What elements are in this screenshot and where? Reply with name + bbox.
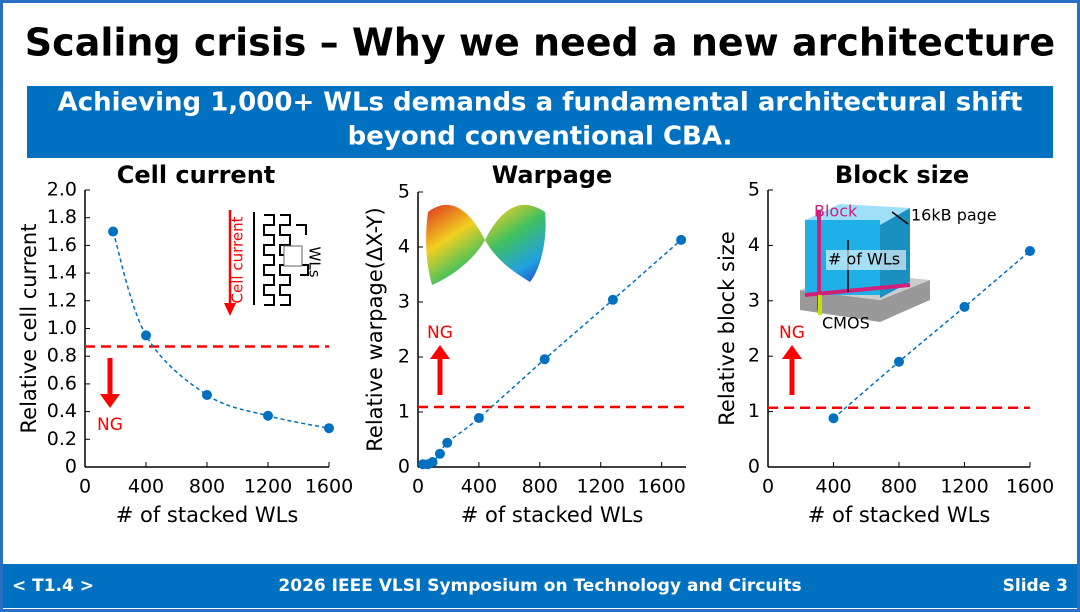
y-tick-label: 5 [398,181,410,203]
x-tick-label: 800 [881,476,917,498]
data-point [434,448,445,459]
inset-label: Cell current [229,216,247,303]
data-point [442,437,453,448]
y-tick-label: 0.4 [47,400,77,422]
ng-label: NG [779,323,805,343]
x-tick-label: 0 [412,476,424,498]
x-tick-label: 800 [522,476,558,498]
data-point [894,356,904,367]
y-tick-label: 0 [398,456,410,478]
ng-label: NG [97,415,123,435]
y-axis-label: Relative cell current [17,224,41,434]
x-tick-label: 1600 [1006,476,1054,498]
data-point [1025,245,1035,256]
circuit-inset [253,212,309,306]
data-point [676,234,687,245]
y-tick-label: 2 [748,345,760,367]
y-tick-label: 3 [398,291,410,313]
data-point [473,413,484,424]
x-axis-label: # of stacked WLs [461,503,644,527]
data-point [141,330,151,341]
footer-right: Slide 3 [1003,576,1068,596]
x-tick-label: 0 [79,476,91,498]
y-tick-label: 2 [398,346,410,368]
block-inset [800,204,930,322]
x-axis-label: # of stacked WLs [116,503,299,527]
y-tick-label: 1 [748,400,760,422]
y-tick-label: 0.8 [47,345,77,367]
x-tick-label: 400 [128,476,164,498]
inset-label: # of WLs [828,250,900,269]
label-bg [826,250,906,270]
inset-label: CMOS [822,314,870,333]
fit-line [422,239,682,466]
y-tick-label: 1.4 [47,262,77,284]
footer-center: 2026 IEEE VLSI Symposium on Technology a… [278,576,801,596]
y-tick-label: 2.0 [47,179,77,201]
y-tick-label: 4 [748,234,760,256]
data-point [539,354,550,365]
y-tick-label: 1 [398,401,410,423]
data-point [108,226,119,237]
data-point [959,301,970,312]
y-tick-label: 5 [748,179,760,201]
footer-bar [3,564,1077,608]
x-tick-label: 1200 [940,476,988,498]
x-tick-label: 400 [815,476,851,498]
banner [27,86,1053,158]
x-tick-label: 400 [461,476,497,498]
x-tick-label: 1600 [305,476,353,498]
data-point [607,294,618,305]
chart-title: Block size [835,161,969,189]
y-tick-label: 3 [748,289,760,311]
ng-arrow-head [100,394,120,408]
x-tick-label: 1600 [637,476,685,498]
y-tick-label: 0 [65,456,77,478]
slide-title: Scaling crisis – Why we need a new archi… [25,21,1055,65]
y-axis-label: Relative block size [715,231,739,425]
data-point [828,413,839,424]
data-point [427,457,438,468]
y-tick-label: 1.2 [47,289,77,311]
y-axis-label: Relative warpage(ΔX-Y) [363,207,387,452]
data-point [202,389,212,400]
ng-label: NG [427,323,453,343]
inset-label: 16kB page [911,206,997,225]
banner-text: beyond conventional CBA. [348,122,733,152]
inset-label: WLs [306,246,324,277]
y-tick-label: 0.2 [47,428,77,450]
y-tick-label: 0.6 [47,372,77,394]
fit-line [112,231,330,429]
y-tick-label: 4 [398,236,410,258]
y-tick-label: 1.0 [47,317,77,339]
data-point [324,423,334,434]
fit-line [833,250,1031,419]
data-point [263,410,273,421]
x-axis-label: # of stacked WLs [808,503,991,527]
chart-title: Cell current [117,161,276,189]
ng-arrow-head [430,345,450,359]
inset-label: Block [814,202,858,221]
chart-title: Warpage [492,161,612,189]
x-tick-label: 1200 [244,476,292,498]
ng-arrow-head [782,345,802,359]
footer-left: < T1.4 > [12,576,94,596]
x-tick-label: 1200 [577,476,625,498]
banner-text: Achieving 1,000+ WLs demands a fundament… [58,88,1023,118]
y-tick-label: 1.8 [47,206,77,228]
x-tick-label: 0 [762,476,774,498]
x-tick-label: 800 [189,476,225,498]
y-tick-label: 0 [748,456,760,478]
warpage-inset [426,204,546,285]
current-arrow-head [224,303,236,316]
y-tick-label: 1.6 [47,234,77,256]
